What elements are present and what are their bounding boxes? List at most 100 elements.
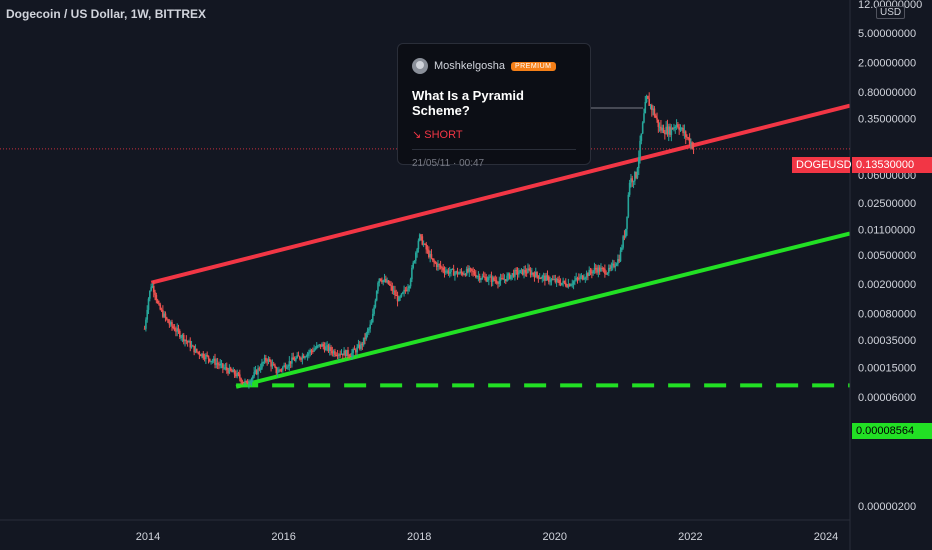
candle-body [435,263,438,268]
candle-body [621,247,623,251]
support-trendline[interactable] [235,231,851,389]
candle-body [537,275,540,279]
candle-body [351,352,353,357]
candle-body [518,273,520,275]
candle-body [628,182,631,195]
candle-body [159,304,162,310]
candle-body [412,262,415,268]
price-tick-label: 0.00006000 [858,392,916,404]
candle-body [461,272,464,275]
candle-body [199,354,202,357]
candle-body [379,278,382,281]
time-axis[interactable]: 2014 2016 2018 2020 2022 2024 [136,531,838,543]
candle-body [607,267,610,273]
candle-body [361,343,364,346]
candle-body [465,268,468,276]
candle-body [278,369,280,373]
candle-body [145,319,147,329]
candle-body [623,236,626,238]
candle-body [527,268,529,273]
candle-body [485,277,488,282]
candle-body [261,362,263,369]
candle-body [571,284,574,286]
candle-body [233,369,236,375]
price-tick-label: 5.00000000 [858,28,916,40]
candle-body [615,264,618,266]
candle-body [606,272,609,274]
candle-body [385,279,387,283]
candle-body [280,369,283,371]
candle-body [308,352,310,354]
candle-body [482,276,485,278]
candle-body [212,358,215,361]
price-tick-label: 0.80000000 [858,87,916,99]
candle-body [194,348,197,353]
candle-body [437,264,439,268]
candle-body [657,119,660,127]
candle-body [360,343,362,349]
author-name[interactable]: Moshkelgosha [434,60,505,72]
candle-body [244,380,246,383]
idea-title[interactable]: What Is a Pyramid Scheme? [412,88,524,118]
candle-body [374,300,377,308]
candle-body [325,346,327,351]
candle-body [168,322,171,325]
candle-body [545,275,547,281]
candle-body [577,278,580,280]
candle-body [265,357,267,361]
candle-body [446,270,448,272]
candle-body [619,250,622,262]
candle-body [371,313,374,323]
candle-body [494,280,497,282]
candle-body [416,249,418,253]
avatar[interactable] [412,58,428,74]
candle-body [647,95,649,99]
candle-body [184,339,186,342]
candle-body [592,270,594,274]
idea-card[interactable]: Moshkelgosha PREMIUM What Is a Pyramid S… [397,43,591,169]
candle-body [464,274,467,276]
candle-body [658,126,661,128]
candle-body [388,284,391,286]
candle-body [631,178,634,182]
candle-body [442,267,444,271]
candle-body [654,115,657,118]
currency-button[interactable]: USD [876,6,906,19]
candle-body [559,283,562,285]
candle-body [366,330,369,334]
candle-body [252,376,254,379]
candle-body [580,275,583,277]
candle-body [383,279,386,281]
candle-body [557,278,559,281]
candle-body [677,124,679,128]
candle-body [679,128,682,131]
candle-body [596,269,598,273]
candle-body [510,275,512,279]
candle-body [318,344,321,346]
candle-body [210,360,212,362]
candle-body [370,322,373,325]
candle-body [258,368,261,370]
candle-body [209,358,211,362]
candle-body [610,265,613,269]
candle-body [671,127,674,130]
resistance-trendline[interactable] [150,103,851,285]
candle-body [460,271,463,273]
price-tick-label: 0.00080000 [858,309,916,321]
candle-body [447,270,450,274]
candle-body [382,280,385,283]
candle-body [362,337,365,346]
candle-body [507,273,510,276]
candle-body [624,228,627,238]
candle-body [323,346,326,351]
candle-body [532,272,534,275]
candle-body [471,268,473,272]
candle-body [314,348,317,350]
time-tick-label: 2020 [543,531,567,543]
candle-body [463,274,465,276]
candle-body [673,127,675,130]
candle-body [188,341,190,343]
candle-body [375,291,378,301]
candle-body [632,180,635,182]
candle-body [600,268,602,272]
